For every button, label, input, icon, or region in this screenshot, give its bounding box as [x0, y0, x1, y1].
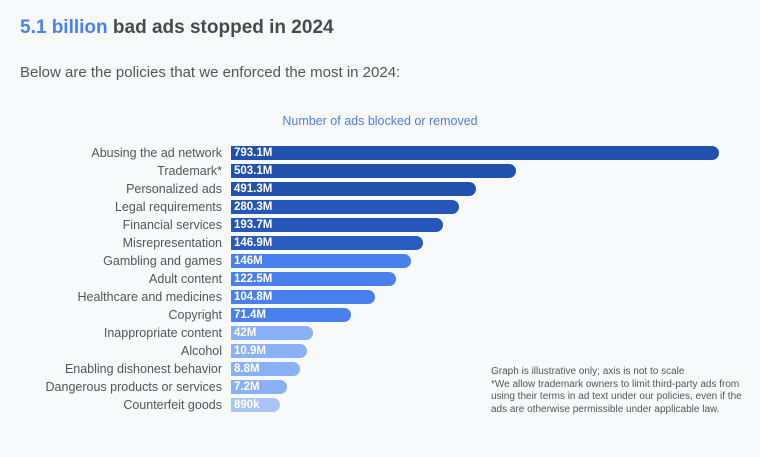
- bar: [231, 308, 351, 322]
- data-label: 7.2M: [234, 381, 260, 393]
- bar: [231, 218, 443, 232]
- footnotes: Graph is illustrative only; axis is not …: [491, 366, 751, 416]
- bar: [231, 200, 459, 214]
- title-highlight: 5.1 billion: [20, 17, 108, 38]
- category-label: Healthcare and medicines: [77, 290, 222, 304]
- category-label: Gambling and games: [103, 254, 222, 268]
- category-label: Financial services: [122, 218, 222, 232]
- data-label: 146.9M: [234, 237, 273, 249]
- bar: [231, 398, 280, 412]
- axis-title: Number of ads blocked or removed: [282, 114, 478, 128]
- bar: [231, 362, 300, 376]
- category-label: Alcohol: [181, 344, 222, 358]
- data-label: 104.8M: [234, 291, 273, 303]
- data-label: 193.7M: [234, 219, 273, 231]
- data-label: 890k: [234, 399, 260, 411]
- category-label: Counterfeit goods: [123, 398, 222, 412]
- category-label: Trademark*: [157, 164, 222, 178]
- data-label: 122.5M: [234, 273, 273, 285]
- category-label: Copyright: [168, 308, 223, 322]
- data-label: 71.4M: [234, 309, 266, 321]
- category-label: Adult content: [149, 272, 222, 286]
- data-label: 793.1M: [234, 147, 273, 159]
- category-label: Personalized ads: [126, 182, 222, 196]
- bar: [231, 236, 423, 250]
- title-rest: bad ads stopped in 2024: [107, 17, 334, 38]
- data-label: 280.3M: [234, 201, 273, 213]
- bar: [231, 344, 307, 358]
- bar: [231, 146, 719, 160]
- data-label: 491.3M: [234, 183, 273, 195]
- category-label: Inappropriate content: [103, 326, 222, 340]
- note-trademark: *We allow trademark owners to limit thir…: [491, 378, 742, 415]
- data-label: 503.1M: [234, 165, 273, 177]
- bar: [231, 164, 516, 178]
- bar: [231, 326, 313, 340]
- data-label: 8.8M: [234, 363, 260, 375]
- bar: [231, 290, 375, 304]
- category-label: Abusing the ad network: [91, 146, 222, 160]
- data-label: 10.9M: [234, 345, 266, 357]
- data-label: 42M: [234, 327, 257, 339]
- category-label: Misrepresentation: [122, 236, 222, 250]
- subtitle: Below are the policies that we enforced …: [20, 64, 401, 81]
- category-label: Enabling dishonest behavior: [64, 362, 222, 376]
- bar: [231, 182, 476, 196]
- data-label: 146M: [234, 255, 263, 267]
- category-label: Dangerous products or services: [45, 380, 222, 394]
- bar: [231, 254, 411, 268]
- note-scale: Graph is illustrative only; axis is not …: [491, 366, 685, 377]
- page-title: 5.1 billion bad ads stopped in 2024: [20, 17, 334, 39]
- category-label: Legal requirements: [114, 200, 222, 214]
- bar: [231, 380, 287, 394]
- bar: [231, 272, 396, 286]
